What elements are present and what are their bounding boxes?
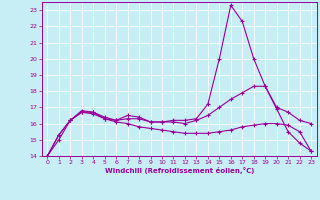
X-axis label: Windchill (Refroidissement éolien,°C): Windchill (Refroidissement éolien,°C) (105, 167, 254, 174)
